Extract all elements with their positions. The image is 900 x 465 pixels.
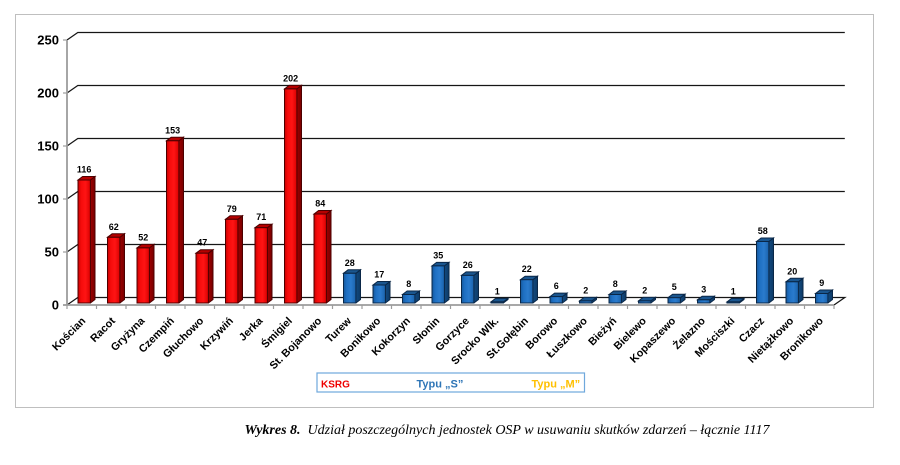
svg-text:28: 28 (345, 258, 355, 268)
svg-text:62: 62 (109, 222, 119, 232)
svg-text:5: 5 (672, 282, 677, 292)
svg-text:71: 71 (256, 212, 266, 222)
svg-text:116: 116 (77, 165, 92, 175)
svg-text:8: 8 (406, 279, 411, 289)
svg-text:52: 52 (138, 232, 148, 242)
svg-text:2: 2 (583, 285, 588, 295)
svg-text:79: 79 (227, 204, 237, 214)
svg-text:Typu „M”: Typu „M” (532, 379, 581, 391)
svg-text:22: 22 (522, 264, 532, 274)
svg-text:50: 50 (45, 245, 59, 260)
svg-text:2: 2 (642, 285, 647, 295)
svg-text:58: 58 (758, 226, 768, 236)
svg-text:250: 250 (37, 33, 59, 48)
svg-text:1: 1 (495, 286, 500, 296)
svg-text:202: 202 (283, 73, 298, 83)
svg-text:150: 150 (37, 139, 59, 154)
svg-text:17: 17 (374, 270, 384, 280)
svg-text:84: 84 (315, 199, 325, 209)
svg-text:200: 200 (37, 86, 59, 101)
svg-text:Typu „S”: Typu „S” (417, 379, 464, 391)
svg-text:0: 0 (52, 298, 59, 313)
svg-text:Wykres 8. Udział poszczególnyc: Wykres 8. Udział poszczególnych jednoste… (245, 423, 771, 438)
svg-text:8: 8 (613, 279, 618, 289)
svg-text:6: 6 (554, 281, 559, 291)
svg-text:47: 47 (197, 238, 207, 248)
svg-text:153: 153 (165, 125, 180, 135)
svg-text:26: 26 (463, 260, 473, 270)
svg-text:20: 20 (787, 266, 797, 276)
svg-text:KSRG: KSRG (321, 380, 350, 391)
svg-text:1: 1 (731, 286, 736, 296)
svg-text:3: 3 (701, 284, 706, 294)
svg-text:100: 100 (37, 192, 59, 207)
svg-text:9: 9 (819, 278, 824, 288)
svg-text:35: 35 (433, 250, 443, 260)
